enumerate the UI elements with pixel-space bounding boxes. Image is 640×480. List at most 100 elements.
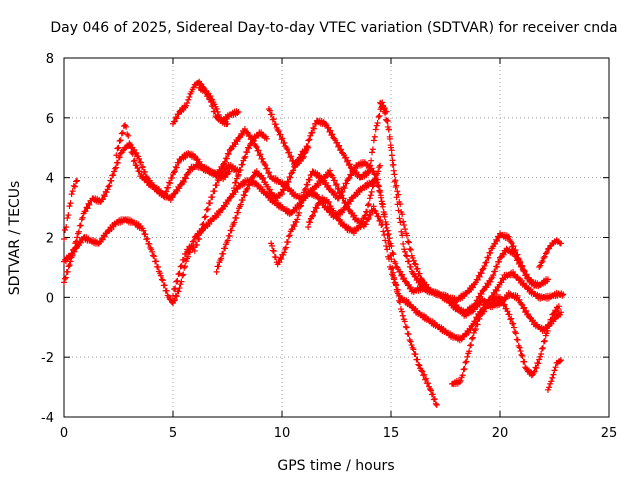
data-point: [474, 297, 481, 304]
data-point: [347, 198, 354, 205]
data-point: [340, 184, 347, 191]
data-point: [256, 152, 263, 159]
data-point: [79, 214, 86, 221]
data-point: [391, 178, 398, 185]
data-point: [78, 216, 85, 223]
data-point: [116, 138, 123, 145]
data-point: [207, 200, 214, 207]
data-point: [401, 275, 408, 282]
data-point: [339, 188, 346, 195]
data-point: [213, 182, 220, 189]
data-point: [415, 361, 422, 368]
data-point: [518, 351, 525, 358]
x-tick-label: 25: [601, 426, 618, 441]
data-point: [285, 233, 292, 240]
data-point: [369, 183, 376, 190]
data-point: [264, 165, 271, 172]
data-point: [392, 177, 399, 184]
data-point: [175, 159, 182, 166]
data-point: [313, 191, 320, 198]
data-point: [235, 209, 242, 216]
data-point: [101, 193, 108, 200]
data-point: [315, 200, 322, 207]
data-point: [427, 387, 434, 394]
data-point: [281, 139, 288, 146]
data-point: [227, 146, 234, 153]
data-point: [542, 250, 549, 257]
data-point: [421, 371, 428, 378]
data-point: [270, 248, 277, 255]
data-point: [367, 162, 374, 169]
data-point: [215, 177, 222, 184]
data-point: [173, 278, 180, 285]
data-point: [306, 136, 313, 143]
data-point: [325, 182, 332, 189]
data-point: [293, 219, 300, 226]
data-point: [392, 184, 399, 191]
data-point: [184, 170, 191, 177]
data-point: [211, 188, 218, 195]
data-point: [291, 223, 298, 230]
data-point: [378, 194, 385, 201]
data-point: [307, 132, 314, 139]
data-point: [259, 176, 266, 183]
data-point: [494, 263, 501, 270]
data-point: [280, 251, 287, 258]
data-point: [463, 358, 470, 365]
data-point: [381, 105, 388, 112]
data-point: [252, 142, 259, 149]
data-point: [322, 120, 329, 127]
data-point: [518, 301, 525, 308]
data-point: [175, 271, 182, 278]
data-point: [541, 253, 548, 260]
data-point: [407, 246, 414, 253]
data-point: [297, 203, 304, 210]
data-point: [153, 258, 160, 265]
data-point: [369, 149, 376, 156]
x-tick-label: 5: [169, 426, 177, 441]
data-point: [154, 263, 161, 270]
data-point: [242, 153, 249, 160]
data-point: [336, 193, 343, 200]
data-point: [536, 356, 543, 363]
data-point: [146, 240, 153, 247]
data-point: [290, 167, 297, 174]
data-point: [227, 194, 234, 201]
data-point: [422, 376, 429, 383]
data-point: [556, 358, 563, 365]
data-point: [105, 183, 112, 190]
data-point: [393, 282, 400, 289]
data-point: [362, 212, 369, 219]
data-point: [368, 157, 375, 164]
data-point: [524, 275, 531, 282]
data-point: [508, 239, 515, 246]
data-point: [389, 162, 396, 169]
data-point: [367, 192, 374, 199]
data-point: [425, 380, 432, 387]
data-point: [514, 256, 521, 263]
data-point: [112, 165, 119, 172]
data-point: [346, 206, 353, 213]
data-point: [151, 253, 158, 260]
data-point: [510, 243, 517, 250]
y-tick-label: 6: [46, 112, 54, 127]
data-point: [224, 237, 231, 244]
data-point: [157, 272, 164, 279]
data-point: [385, 239, 392, 246]
tick-labels: 0 5 10 15 20 25 -4 -2 0 2 4 6 8: [41, 52, 617, 441]
data-point: [302, 185, 309, 192]
data-point: [514, 292, 521, 299]
data-point: [469, 284, 476, 291]
data-point: [101, 233, 108, 240]
y-tick-label: 0: [46, 291, 54, 306]
data-point: [376, 164, 383, 171]
data-point: [290, 221, 297, 228]
data-point: [376, 187, 383, 194]
data-point: [305, 144, 312, 151]
data-point: [366, 168, 373, 175]
data-point: [200, 221, 207, 228]
data-point: [69, 188, 76, 195]
data-point: [125, 132, 132, 139]
data-point: [64, 215, 71, 222]
data-point: [559, 292, 566, 299]
